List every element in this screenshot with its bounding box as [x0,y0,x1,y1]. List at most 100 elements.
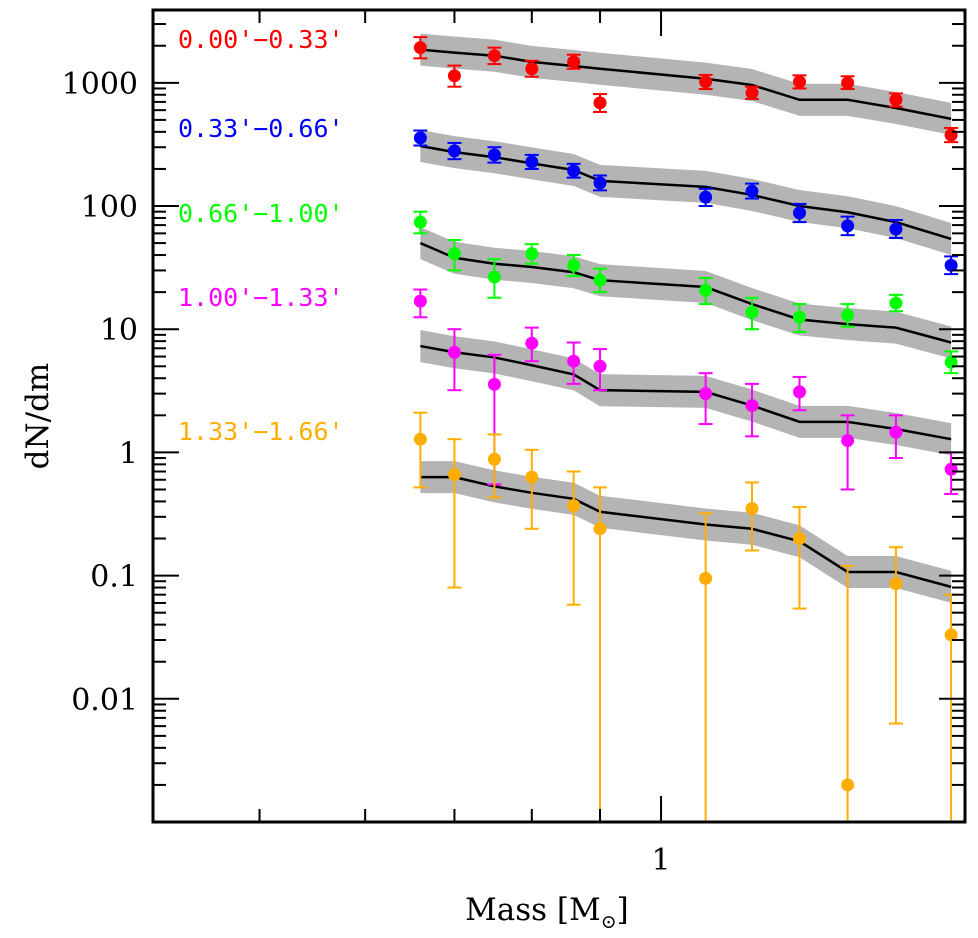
data-point [447,247,461,261]
y-axis-title: dN/dm [20,363,56,470]
legend-label: 0.66'−1.00' [178,199,344,228]
data-point [525,62,539,76]
data-point [745,184,759,198]
data-point [745,502,759,516]
data-point [792,206,806,220]
data-point [889,425,903,439]
data-point [487,49,501,63]
data-point [525,155,539,169]
data-point [841,308,855,322]
y-tick-label: 0.01 [71,683,138,718]
error-bar [888,546,903,725]
data-point [944,258,958,272]
data-point [944,462,958,476]
data-point [593,96,607,110]
data-points [413,41,958,792]
data-point [889,93,903,107]
error-bar [524,448,539,530]
data-point [593,273,607,287]
data-point [792,310,806,324]
legend-label: 0.00'−0.33' [178,25,344,54]
x-tick-labels: 1 [652,843,671,878]
data-point [413,131,427,145]
data-point [792,532,806,546]
data-point [841,219,855,233]
model-band-0 [420,33,952,135]
data-point [593,176,607,190]
data-point [792,75,806,89]
data-point [567,499,581,513]
legend-label: 1.00'−1.33' [178,283,344,312]
x-axis-title-main: Mass [M [465,892,601,928]
data-point [593,359,607,373]
data-point [525,247,539,261]
data-point [487,270,501,284]
data-point [525,336,539,350]
data-point [593,522,607,536]
x-tick-label: 1 [652,843,671,878]
error-bar [447,328,462,392]
data-point [841,778,855,792]
error-bar [447,438,462,589]
data-point [525,470,539,484]
data-point [699,571,713,585]
x-axis-title-close: ] [617,892,629,928]
data-point [699,75,713,89]
y-tick-label: 100 [81,190,138,225]
data-point [567,258,581,272]
model-band-2 [420,227,952,359]
data-point [792,385,806,399]
y-tick-label: 0.1 [90,560,138,595]
data-point [944,628,958,642]
data-point [745,305,759,319]
y-tick-labels: 0.01 0.1 1 10 100 1000 [62,67,138,718]
data-point [699,283,713,297]
error-bar [566,470,581,606]
data-point [699,387,713,401]
x-axis-title-sub: ⊙ [601,911,617,933]
data-point [567,164,581,178]
data-point [447,144,461,158]
axis-ticks [153,10,965,822]
data-point [413,215,427,229]
error-bar [593,486,608,822]
x-axis-title: Mass [M⊙] [465,892,629,933]
model-band-1 [420,129,952,255]
data-point [567,55,581,69]
legend-label: 1.33'−1.66' [178,417,344,446]
data-point [487,148,501,162]
plot-frame [151,8,967,824]
data-point [889,296,903,310]
data-point [413,294,427,308]
y-tick-label: 1000 [62,67,138,102]
data-point [745,86,759,100]
model-bands [420,33,952,603]
model-line-2 [419,241,952,344]
data-point [944,128,958,142]
error-bar [487,433,502,499]
model-line-1 [420,144,952,241]
data-point [567,354,581,368]
data-point [487,452,501,466]
data-point [841,76,855,90]
data-point [447,69,461,83]
model-band-4 [420,461,952,603]
error-bar [840,414,855,491]
error-bar [413,411,428,489]
data-point [447,468,461,482]
legend-label: 0.33'−0.66' [178,114,344,143]
data-point [413,41,427,55]
data-point [889,222,903,236]
data-point [487,377,501,391]
data-point [699,190,713,204]
error-bar [744,481,759,552]
error-bar [698,512,713,822]
error-bar [792,506,807,610]
legend: 0.00'−0.33' 0.33'−0.66' 0.66'−1.00' 1.00'−1… [178,25,344,446]
data-point [841,433,855,447]
y-tick-label: 10 [100,313,138,348]
data-point [413,432,427,446]
y-tick-label: 1 [119,436,138,471]
model-line-3 [420,344,952,441]
